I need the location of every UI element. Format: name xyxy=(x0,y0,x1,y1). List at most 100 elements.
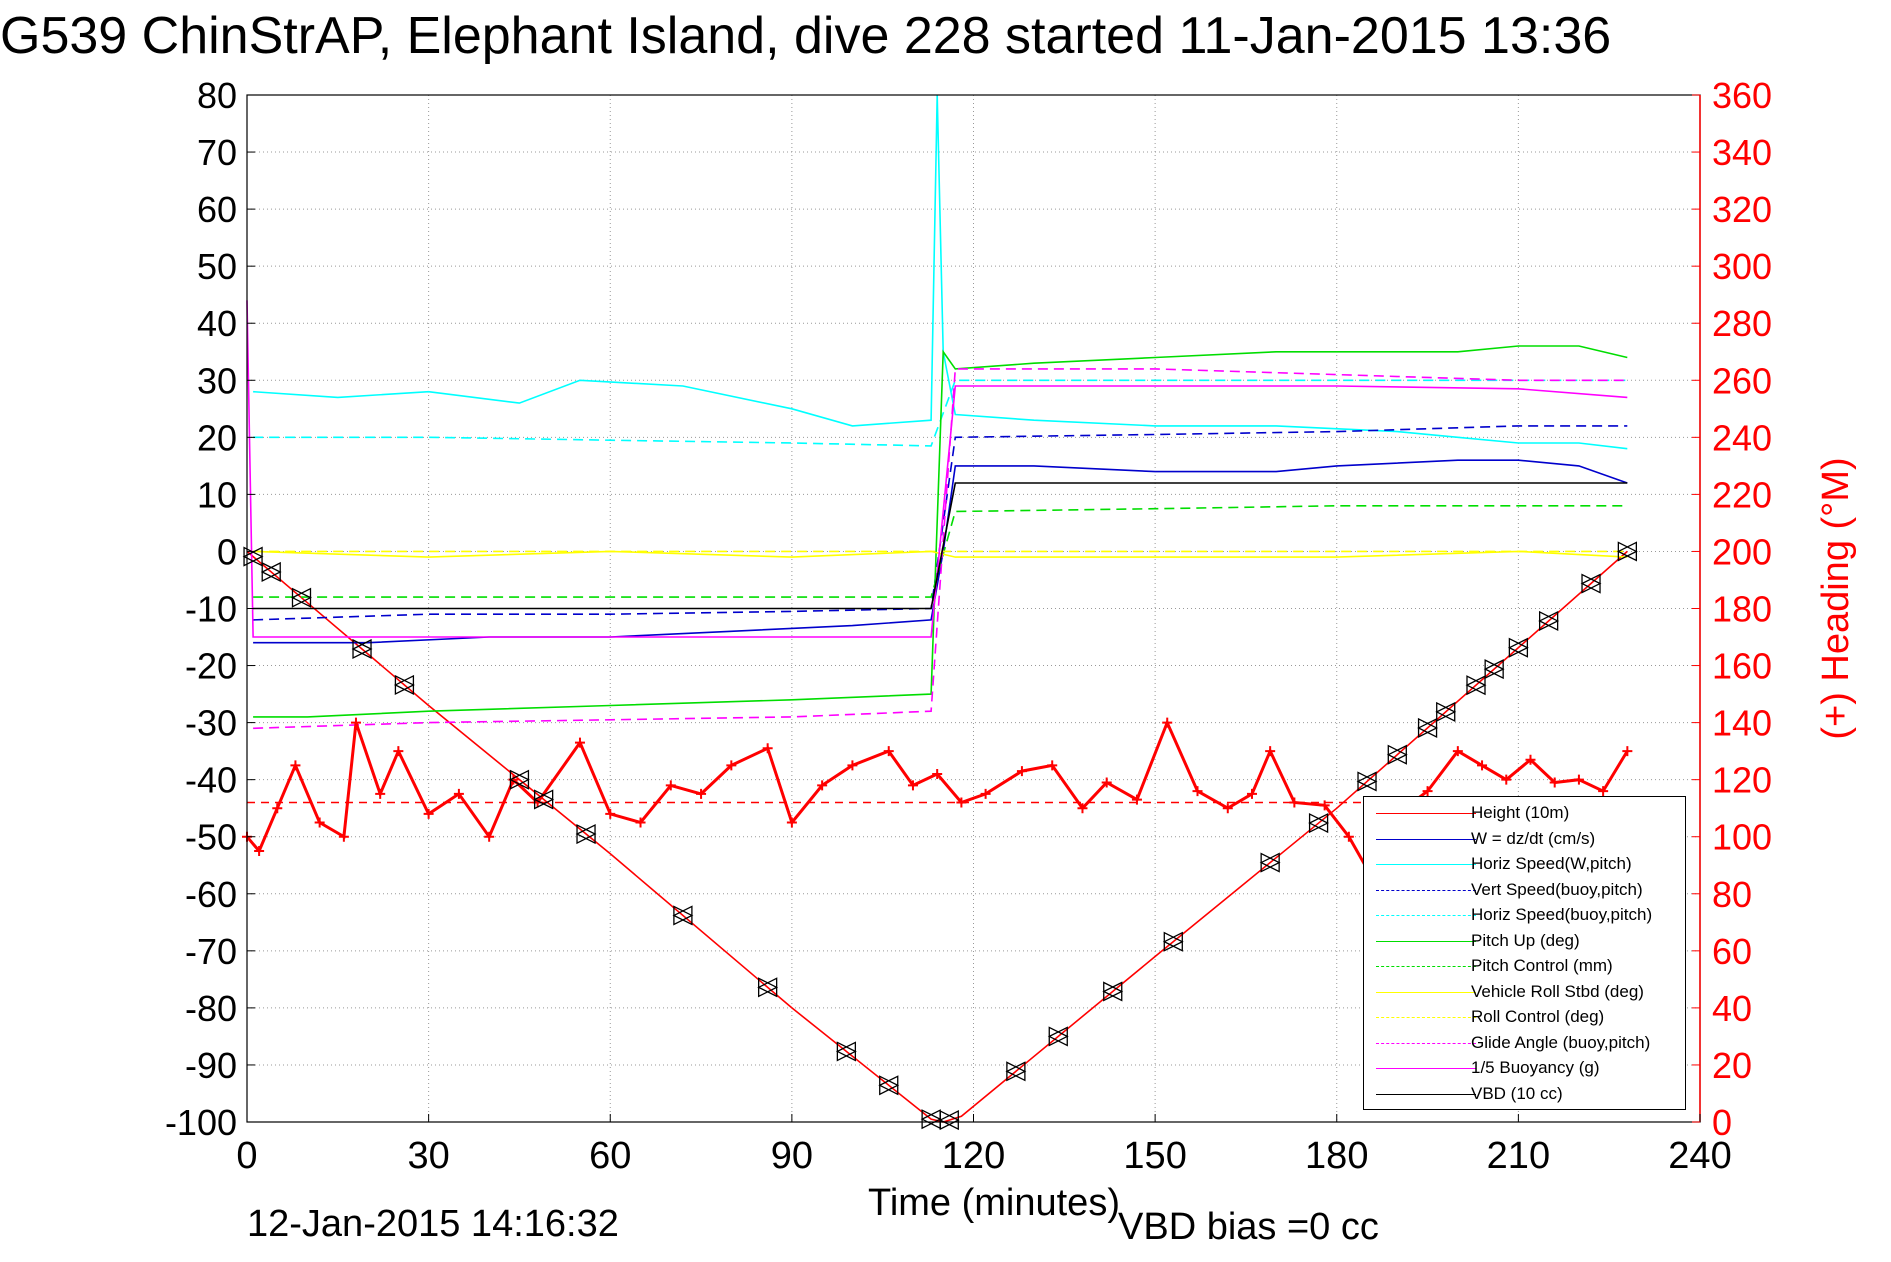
heading-point xyxy=(574,737,585,748)
legend-label: Pitch Up (deg) xyxy=(1471,930,1580,950)
height-marker-left xyxy=(1047,1026,1068,1047)
legend-item: 1/5 Buoyancy (g) xyxy=(1364,1056,1685,1081)
heading-point xyxy=(423,808,434,819)
legend-swatch xyxy=(1376,838,1476,840)
height-triangle-markers xyxy=(242,541,1638,1131)
y-left-tick-label: -50 xyxy=(185,817,237,858)
heading-point xyxy=(1289,797,1300,808)
y-right-tick-label: 240 xyxy=(1712,417,1772,458)
y-left-tick-label: -30 xyxy=(185,703,237,744)
heading-point xyxy=(1573,774,1584,785)
heading-point xyxy=(1131,794,1142,805)
heading-point xyxy=(907,780,918,791)
heading-point xyxy=(980,788,991,799)
heading-point xyxy=(393,746,404,757)
heading-point xyxy=(1101,777,1112,788)
legend-swatch xyxy=(1376,1093,1476,1095)
heading-point xyxy=(1162,717,1173,728)
heading-point xyxy=(696,788,707,799)
y-right-tick-labels: 3603403203002802602402202001801601401201… xyxy=(1692,75,1772,1143)
heading-point xyxy=(1622,746,1633,757)
series-lines xyxy=(246,94,1628,1123)
y-left-tick-label: -20 xyxy=(185,646,237,687)
legend-label: W = dz/dt (cm/s) xyxy=(1471,828,1596,848)
x-tick-label: 30 xyxy=(407,1135,449,1177)
series-line-glide-angle-buoy-pitch xyxy=(253,368,1628,730)
heading-point xyxy=(290,760,301,771)
y-right-axis-label: (+) Heading (°M) xyxy=(1815,457,1857,739)
y-left-tick-label: -40 xyxy=(185,760,237,801)
heading-point xyxy=(1343,831,1354,842)
height-marker-left xyxy=(1483,659,1504,680)
y-right-tick-label: 140 xyxy=(1712,703,1772,744)
x-tick-labels: 0 30 60 90 120 150 180 210 240 xyxy=(236,1114,1732,1177)
height-marker-left xyxy=(1005,1061,1026,1082)
legend-swatch xyxy=(1376,813,1476,814)
height-marker-left xyxy=(291,587,312,608)
height-marker-left xyxy=(260,561,281,583)
heading-point xyxy=(762,743,773,754)
y-right-tick-label: 100 xyxy=(1712,817,1772,858)
legend-swatch xyxy=(1376,966,1476,967)
heading-point xyxy=(1598,786,1609,797)
height-marker-left xyxy=(533,789,554,810)
legend-item: Roll Control (deg) xyxy=(1364,1005,1685,1030)
y-right-tick-label: 260 xyxy=(1712,360,1772,401)
y-left-tick-label: 20 xyxy=(197,417,237,458)
y-left-tick-label: 30 xyxy=(197,360,237,401)
legend-item: Pitch Control (mm) xyxy=(1364,954,1685,979)
legend-item: Horiz Speed(W,pitch) xyxy=(1364,852,1685,877)
heading-point xyxy=(1525,754,1536,765)
heading-point xyxy=(375,788,386,799)
heading-point xyxy=(1192,786,1203,797)
series-line-horiz-speed-buoy-pitch xyxy=(253,379,1628,447)
legend-item: Horiz Speed(buoy,pitch) xyxy=(1364,903,1685,928)
legend-item: W = dz/dt (cm/s) xyxy=(1364,827,1685,852)
heading-point xyxy=(786,817,797,828)
heading-point xyxy=(1452,746,1463,757)
heading-point xyxy=(956,797,967,808)
heading-point xyxy=(350,717,361,728)
legend-label: Horiz Speed(buoy,pitch) xyxy=(1471,905,1653,924)
legend-label: VBD (10 cc) xyxy=(1471,1083,1563,1103)
height-marker-left xyxy=(1308,812,1329,834)
series-line-pitch-up-deg xyxy=(253,345,1628,718)
x-tick-label: 180 xyxy=(1305,1135,1368,1177)
height-marker-left xyxy=(1162,931,1183,952)
height-marker-left xyxy=(393,674,415,696)
heading-point xyxy=(605,808,616,819)
heading-point xyxy=(484,831,495,842)
legend-swatch xyxy=(1376,915,1476,916)
y-right-tick-label: 0 xyxy=(1712,1102,1732,1143)
y-right-tick-label: 180 xyxy=(1712,589,1772,630)
y-left-tick-label: -90 xyxy=(185,1045,237,1086)
height-marker-left xyxy=(242,546,263,567)
heading-point xyxy=(1501,774,1512,785)
heading-point xyxy=(453,788,464,799)
heading-point xyxy=(1047,760,1058,771)
chart-title: G539 ChinStrAP, Elephant Island, dive 22… xyxy=(0,7,1612,65)
legend-item: Vert Speed(buoy,pitch) xyxy=(1364,878,1685,903)
legend-swatch xyxy=(1376,1042,1476,1044)
series-line-1-5-buoyancy-g xyxy=(246,300,1628,638)
series-line-vbd-10-cc xyxy=(253,482,1628,610)
x-tick-label: 60 xyxy=(589,1135,631,1177)
x-tick-label: 90 xyxy=(771,1135,813,1177)
x-tick-label: 240 xyxy=(1668,1135,1731,1177)
heading-point xyxy=(1016,766,1027,777)
height-marker-left xyxy=(1616,541,1637,562)
height-marker-left xyxy=(1102,981,1123,1002)
legend-item: Height (10m) xyxy=(1364,801,1685,826)
height-marker-left xyxy=(757,977,778,998)
y-right-tick-label: 300 xyxy=(1712,246,1772,287)
footer-date: 12-Jan-2015 14:16:32 xyxy=(247,1203,619,1245)
y-right-tick-label: 200 xyxy=(1712,531,1772,572)
height-marker-left xyxy=(1356,771,1377,792)
heading-point xyxy=(1422,786,1433,797)
legend-label: Vehicle Roll Stbd (deg) xyxy=(1471,981,1644,1001)
legend-label: Height (10m) xyxy=(1471,803,1570,822)
y-left-tick-label: -10 xyxy=(185,589,237,630)
height-marker-left xyxy=(351,638,372,660)
height-marker-left xyxy=(938,1110,959,1131)
